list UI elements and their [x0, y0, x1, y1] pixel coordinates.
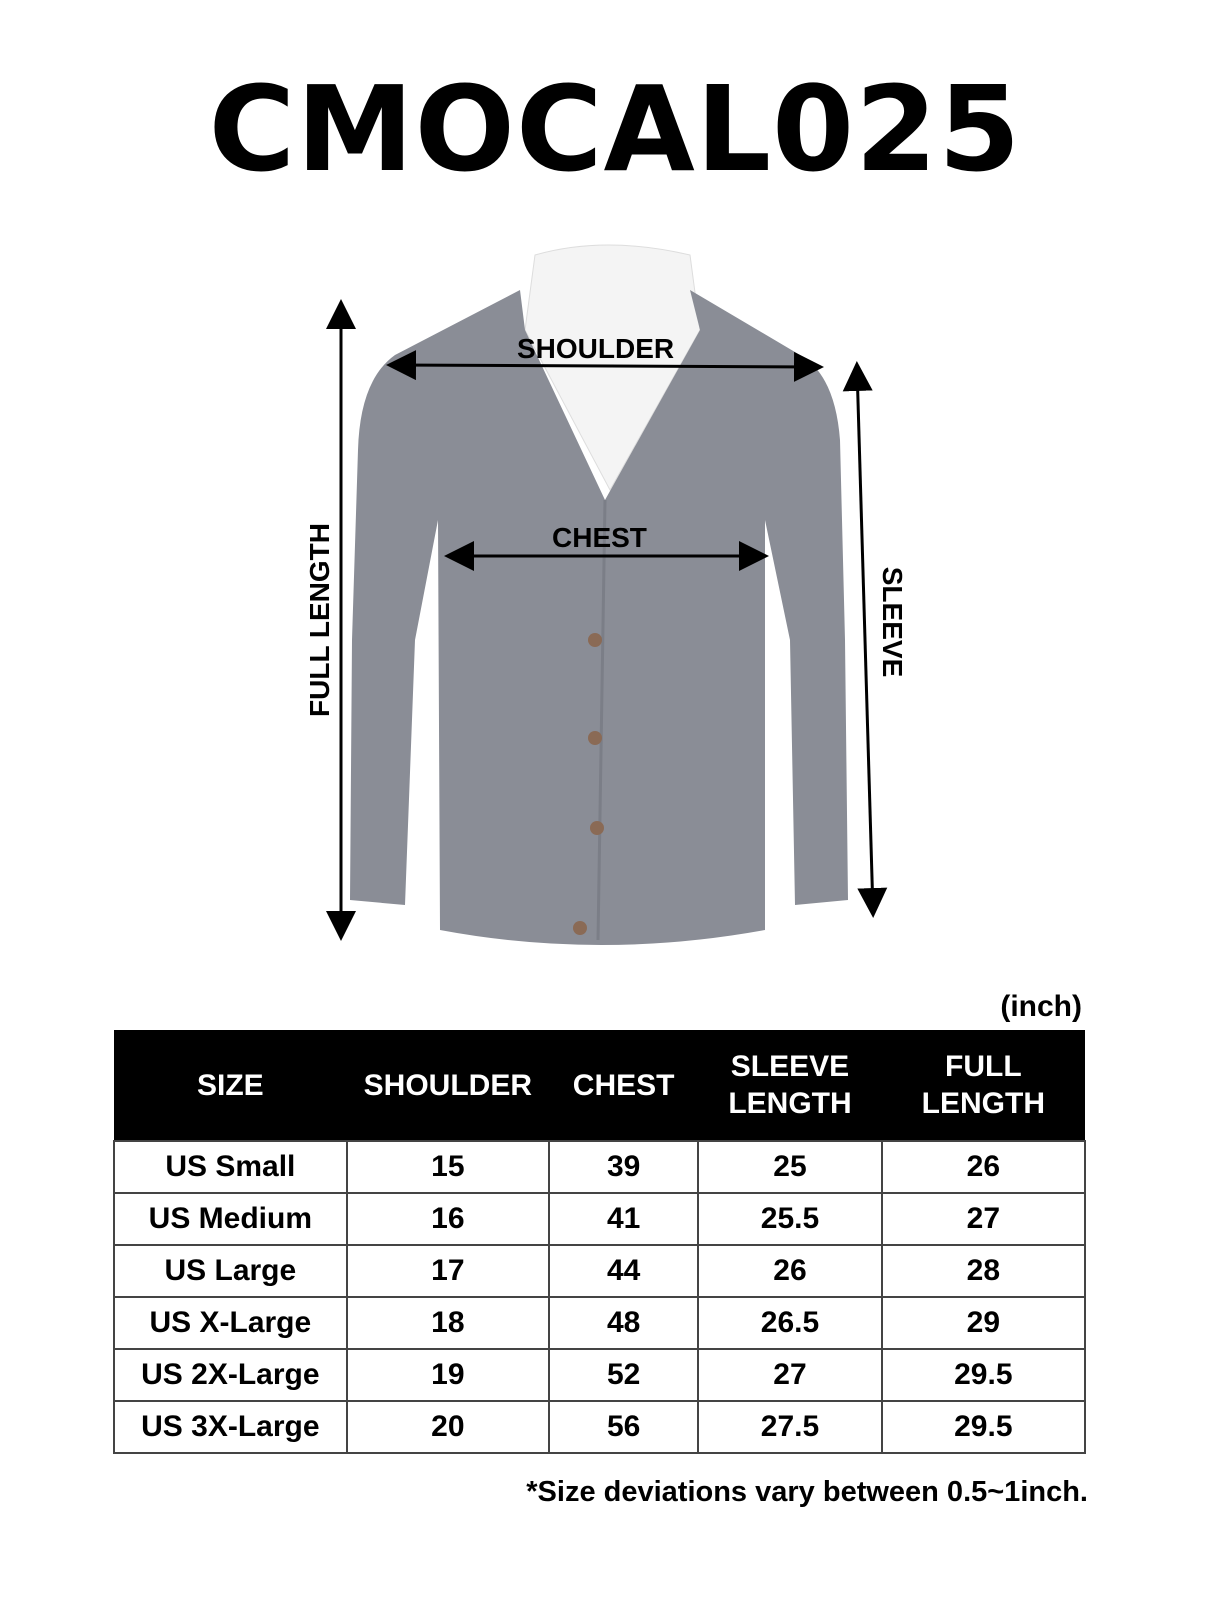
cell-size: US Small [113, 1140, 348, 1194]
table-row: US 3X-Large 20 56 27.5 29.5 [113, 1400, 1087, 1454]
chest-label: CHEST [552, 522, 647, 553]
table-row: US Medium 16 41 25.5 27 [113, 1192, 1087, 1246]
cell-sleeve-length: 27 [697, 1348, 883, 1402]
table-row: US Small 15 39 25 26 [113, 1140, 1087, 1194]
cell-chest: 41 [547, 1192, 700, 1246]
full-length-label: FULL LENGTH [304, 523, 335, 717]
cell-shoulder: 15 [345, 1140, 550, 1194]
cell-shoulder: 17 [345, 1244, 550, 1298]
cell-full-length: 29 [880, 1296, 1087, 1350]
sleeve-label: SLEEVE [877, 566, 908, 678]
cell-sleeve-length: 27.5 [697, 1400, 883, 1454]
shoulder-label: SHOULDER [517, 333, 675, 364]
cell-chest: 52 [547, 1348, 700, 1402]
cell-shoulder: 16 [345, 1192, 550, 1246]
shoulder-arrow [386, 350, 824, 382]
header-sleeve-length: SLEEVE LENGTH [698, 1030, 882, 1141]
cell-chest: 48 [547, 1296, 700, 1350]
cell-sleeve-length: 25 [697, 1140, 883, 1194]
header-chest: CHEST [548, 1030, 699, 1141]
cell-shoulder: 19 [345, 1348, 550, 1402]
cell-chest: 44 [547, 1244, 700, 1298]
cell-shoulder: 18 [345, 1296, 550, 1350]
cell-sleeve-length: 26 [697, 1244, 883, 1298]
size-table: SIZE SHOULDER CHEST SLEEVE LENGTH FULL L… [113, 1030, 1087, 1454]
cell-size: US Medium [113, 1192, 348, 1246]
cell-shoulder: 20 [345, 1400, 550, 1454]
cell-full-length: 29.5 [880, 1348, 1087, 1402]
cell-chest: 56 [547, 1400, 700, 1454]
page-title: CMOCAL025 [208, 60, 1022, 198]
cell-full-length: 26 [880, 1140, 1087, 1194]
sleeve-arrow [842, 361, 888, 918]
cardigan-body [350, 290, 848, 945]
cell-size: US 3X-Large [113, 1400, 348, 1454]
header-size: SIZE [114, 1030, 347, 1141]
cell-size: US Large [113, 1244, 348, 1298]
cardigan-illustration [326, 244, 888, 945]
cell-full-length: 29.5 [880, 1400, 1087, 1454]
table-header-row: SIZE SHOULDER CHEST SLEEVE LENGTH FULL L… [114, 1030, 1085, 1141]
cell-size: US X-Large [113, 1296, 348, 1350]
table-row: US Large 17 44 26 28 [113, 1244, 1087, 1298]
cell-sleeve-length: 25.5 [697, 1192, 883, 1246]
header-full-length: FULL LENGTH [881, 1030, 1085, 1141]
table-row: US 2X-Large 19 52 27 29.5 [113, 1348, 1087, 1402]
cell-sleeve-length: 26.5 [697, 1296, 883, 1350]
cell-size: US 2X-Large [113, 1348, 348, 1402]
cell-full-length: 28 [880, 1244, 1087, 1298]
unit-label: (inch) [1000, 990, 1082, 1023]
cell-full-length: 27 [880, 1192, 1087, 1246]
size-note: *Size deviations vary between 0.5~1inch. [526, 1476, 1088, 1508]
cell-chest: 39 [547, 1140, 700, 1194]
header-shoulder: SHOULDER [346, 1030, 549, 1141]
table-row: US X-Large 18 48 26.5 29 [113, 1296, 1087, 1350]
buttons [573, 633, 604, 935]
